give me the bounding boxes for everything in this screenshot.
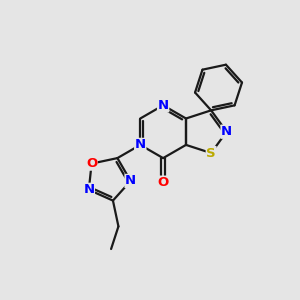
- Text: S: S: [206, 147, 216, 160]
- Text: N: N: [158, 99, 169, 112]
- Text: O: O: [158, 176, 169, 189]
- Text: N: N: [83, 183, 94, 196]
- Text: O: O: [86, 157, 97, 170]
- Text: N: N: [221, 125, 232, 138]
- Text: N: N: [125, 175, 136, 188]
- Text: N: N: [135, 138, 146, 152]
